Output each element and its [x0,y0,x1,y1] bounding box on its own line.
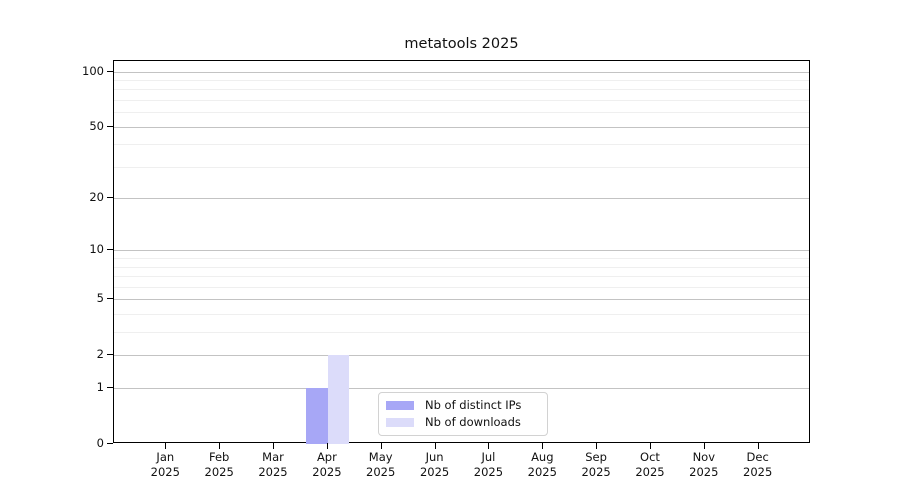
minor-gridline [114,79,809,81]
minor-gridline [114,266,809,268]
x-tick-mark [650,443,651,449]
x-tick-mark [380,443,382,449]
x-tick-label: Mar 2025 [258,450,288,479]
major-gridline [114,388,809,390]
bar [306,388,328,444]
minor-gridline [114,99,809,101]
x-tick-label: Dec 2025 [743,450,773,479]
minor-gridline [114,314,809,316]
y-tick-mark [107,197,113,199]
y-tick-mark [107,354,113,356]
major-gridline [114,355,809,357]
x-tick-mark [273,443,274,449]
bar [327,355,350,444]
y-tick-label: 1 [96,380,104,395]
y-tick-mark [107,70,113,72]
minor-gridline [114,276,809,278]
legend-label-distinct-ips: Nb of distinct IPs [425,398,522,412]
x-tick-label: Feb 2025 [204,450,234,479]
major-gridline [114,299,809,301]
x-tick-label: Sep 2025 [581,450,611,479]
x-tick-mark [596,443,598,449]
legend-label-downloads: Nb of downloads [425,415,521,429]
legend-swatch-downloads [386,417,414,427]
plot-area [113,60,810,444]
x-tick-label: Oct 2025 [635,450,665,479]
legend: Nb of distinct IPs Nb of downloads [378,392,548,436]
y-tick-label: 50 [89,118,104,133]
x-tick-label: Nov 2025 [689,450,719,479]
x-tick-mark [165,443,167,449]
x-tick-mark [326,443,328,449]
major-gridline [114,250,809,252]
x-tick-label: Aug 2025 [527,450,557,479]
y-tick-label: 5 [96,291,104,306]
y-tick-mark [107,387,113,389]
x-tick-mark [219,443,221,449]
minor-gridline [114,258,809,260]
y-tick-label: 0 [96,436,104,450]
x-tick-label: Jan 2025 [150,450,180,479]
x-tick-label: Jun 2025 [419,450,450,479]
minor-gridline [114,89,809,91]
x-tick-mark [703,443,705,449]
chart-title: metatools 2025 [404,36,519,52]
minor-gridline [114,144,809,146]
x-tick-label: May 2025 [366,450,396,479]
y-tick-mark [107,298,113,300]
major-gridline [114,126,809,128]
x-tick-mark [542,443,544,449]
minor-gridline [114,112,809,114]
major-gridline [114,198,809,200]
y-tick-mark [107,125,113,127]
legend-item-distinct-ips: Nb of distinct IPs [386,398,539,412]
major-gridline [114,71,809,73]
x-tick-label: Apr 2025 [312,450,342,479]
y-tick-mark [107,249,113,251]
minor-gridline [114,286,809,288]
legend-swatch-distinct-ips [386,400,414,410]
y-tick-mark [107,443,113,444]
y-tick-label: 20 [89,190,104,205]
y-tick-label: 100 [82,63,104,78]
x-tick-mark [434,443,436,449]
y-tick-label: 2 [96,347,104,362]
legend-item-downloads: Nb of downloads [386,415,539,429]
x-tick-mark [757,443,759,449]
x-tick-label: Jul 2025 [473,450,504,479]
minor-gridline [114,166,809,168]
y-tick-label: 10 [89,242,104,257]
minor-gridline [114,332,809,334]
x-tick-mark [488,443,490,449]
